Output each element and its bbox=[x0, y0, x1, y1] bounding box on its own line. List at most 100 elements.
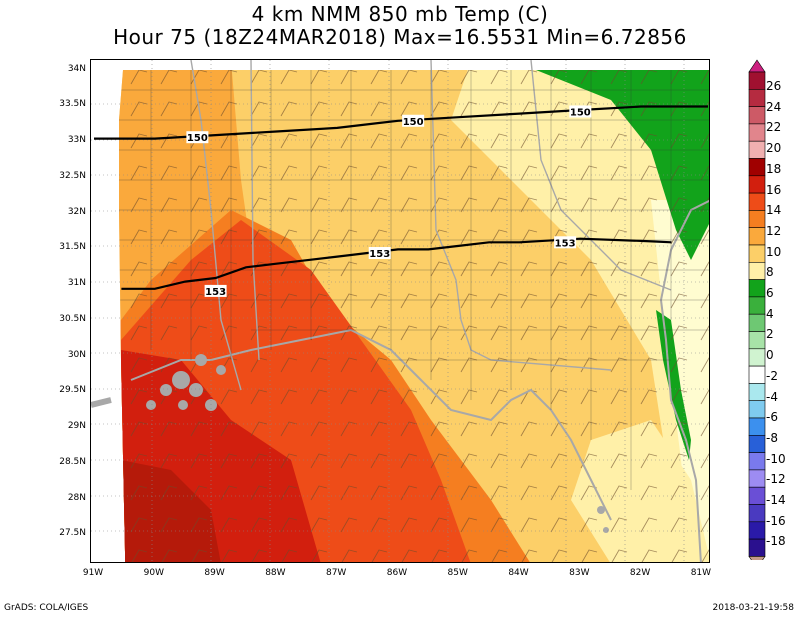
contour-label: 153 bbox=[205, 287, 226, 298]
colorbar-label: 12 bbox=[766, 223, 782, 238]
lat-label: 33.5N bbox=[59, 99, 86, 110]
colorbar-swatch bbox=[748, 261, 766, 280]
contour-label: 150 bbox=[187, 133, 208, 144]
lat-label: 30.5N bbox=[59, 313, 86, 324]
colorbar-swatch bbox=[748, 434, 766, 453]
lon-label: 88W bbox=[265, 568, 286, 578]
colorbar-label: -10 bbox=[766, 451, 786, 466]
map-title: 4 km NMM 850 mb Temp (C) bbox=[251, 2, 549, 26]
colorbar-label: -4 bbox=[766, 389, 778, 404]
contour-label-bg bbox=[204, 284, 227, 297]
lon-label: 86W bbox=[386, 568, 408, 578]
colorbar-label: 24 bbox=[766, 99, 782, 114]
colorbar-swatch bbox=[748, 89, 766, 107]
lon-label: 91W bbox=[82, 568, 104, 578]
colorbar-swatch bbox=[748, 192, 766, 211]
lon-label: 90W bbox=[143, 568, 164, 578]
lon-label: 85W bbox=[447, 568, 468, 578]
lat-label: 29.5N bbox=[59, 385, 86, 396]
colorbar-label: 8 bbox=[766, 265, 774, 280]
colorbar-swatch bbox=[748, 331, 766, 350]
colorbar-label: 16 bbox=[766, 182, 782, 197]
lat-label: 28N bbox=[67, 492, 86, 503]
colorbar-swatch bbox=[748, 538, 766, 557]
colorbar-label: 26 bbox=[766, 79, 782, 93]
contour-label: 150 bbox=[403, 117, 424, 128]
colorbar-label: -6 bbox=[766, 410, 778, 425]
colorbar-swatch bbox=[748, 123, 766, 142]
contour-label-bg bbox=[402, 114, 425, 127]
colorbar-label: -2 bbox=[766, 368, 778, 383]
colorbar-swatch bbox=[748, 71, 766, 90]
contour-label: 150 bbox=[570, 107, 591, 118]
colorbar-swatch bbox=[748, 504, 766, 523]
colorbar-label: 18 bbox=[766, 161, 782, 176]
colorbar-swatch bbox=[748, 417, 766, 436]
colorbar-swatch bbox=[748, 469, 766, 488]
contour-label: 153 bbox=[555, 238, 576, 249]
map-subtitle: Hour 75 (18Z24MAR2018) Max=16.5531 Min=6… bbox=[113, 25, 687, 49]
contour-label-bg bbox=[569, 105, 592, 118]
lat-lon-grid bbox=[91, 60, 709, 562]
colorbar-label: 2 bbox=[766, 327, 774, 342]
footer-credit: GrADS: COLA/IGES bbox=[4, 603, 89, 613]
colorbar-swatch bbox=[748, 521, 766, 540]
colorbar-label: 6 bbox=[766, 286, 774, 300]
delta-blob bbox=[146, 354, 609, 533]
lon-label: 89W bbox=[204, 568, 225, 578]
colorbar-swatch bbox=[748, 140, 766, 159]
colorbar-swatch bbox=[748, 452, 766, 471]
colorbar-top-arrow bbox=[748, 59, 766, 73]
lat-label: 34N bbox=[67, 63, 86, 74]
lon-label: 83W bbox=[569, 568, 590, 578]
colorbar-swatch bbox=[748, 106, 766, 125]
colorbar-swatch bbox=[748, 279, 766, 298]
lat-label: 31N bbox=[67, 278, 86, 289]
colorbar-label: 22 bbox=[766, 120, 782, 135]
lat-label: 32N bbox=[67, 206, 86, 217]
footer-timestamp: 2018-03-21-19:58 bbox=[712, 603, 795, 613]
county-lines bbox=[119, 70, 709, 490]
colorbar-bottom-arrow bbox=[748, 556, 766, 560]
temperature-field bbox=[119, 70, 709, 562]
colorbar-label: 20 bbox=[766, 141, 782, 156]
lon-label: 84W bbox=[508, 568, 529, 578]
colorbar-swatch bbox=[748, 400, 766, 419]
colorbar-label: -16 bbox=[766, 513, 786, 528]
colorbar-label: -18 bbox=[766, 534, 786, 549]
height-contours: 150 150 150 153 153 153 bbox=[94, 105, 708, 298]
colorbar-swatch bbox=[748, 244, 766, 263]
colorbar-swatch bbox=[748, 383, 766, 401]
lat-label: 30N bbox=[67, 349, 86, 360]
colorbar-swatch bbox=[748, 313, 766, 332]
colorbar-swatch bbox=[748, 227, 766, 246]
colorbar-label: 14 bbox=[766, 203, 782, 218]
contour-label-bg bbox=[186, 131, 209, 144]
contour-label: 153 bbox=[369, 249, 390, 260]
colorbar-label: 0 bbox=[766, 348, 774, 363]
contour-label-bg bbox=[368, 247, 391, 260]
lon-label: 81W bbox=[690, 568, 712, 578]
lat-label: 29N bbox=[67, 421, 86, 432]
colorbar-swatch bbox=[748, 158, 766, 177]
lat-label: 32.5N bbox=[59, 170, 86, 181]
color-bar bbox=[748, 59, 766, 560]
colorbar-swatch bbox=[748, 210, 766, 228]
lat-label: 33N bbox=[67, 135, 86, 146]
colorbar-label: -12 bbox=[766, 472, 786, 487]
colorbar-label: 4 bbox=[766, 306, 774, 321]
lat-label: 28.5N bbox=[59, 456, 86, 467]
lon-label: 87W bbox=[325, 568, 347, 578]
temperature-map: 150 150 150 153 153 153 bbox=[91, 60, 709, 562]
colorbar-swatch bbox=[748, 348, 766, 367]
colorbar-swatch bbox=[748, 486, 766, 505]
contour-label-bg bbox=[554, 236, 577, 249]
lon-label: 82W bbox=[629, 568, 651, 578]
lat-label: 31.5N bbox=[59, 242, 86, 253]
contour-line bbox=[121, 237, 672, 290]
colorbar-label: -14 bbox=[766, 493, 786, 507]
colorbar-label: -8 bbox=[766, 430, 778, 445]
lat-label: 27.5N bbox=[59, 528, 86, 539]
colorbar-label: 10 bbox=[766, 244, 782, 259]
colorbar-swatch bbox=[748, 175, 766, 194]
